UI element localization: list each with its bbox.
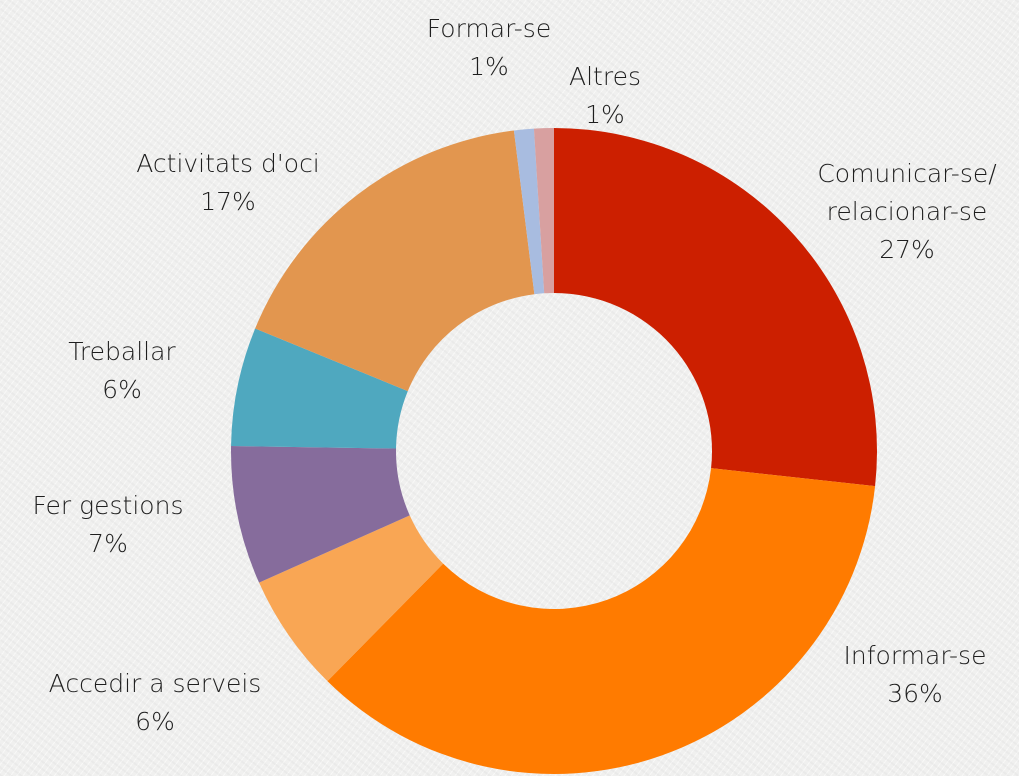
category-label: Formar-se: [426, 14, 552, 43]
value-label: 36%: [887, 679, 943, 708]
slice-label: Treballar 6%: [68, 333, 175, 409]
slice-label: Comunicar-se/ relacionar-se 27%: [817, 155, 996, 269]
category-label: Altres: [569, 62, 641, 91]
slice-label: Informar-se 36%: [844, 637, 987, 713]
category-label: Comunicar-se/ relacionar-se: [817, 159, 997, 226]
donut-slice: [327, 468, 876, 774]
donut-slice: [259, 515, 444, 682]
donut-slice: [231, 328, 408, 449]
donut-slice: [533, 128, 554, 294]
value-label: 27%: [879, 235, 935, 264]
slice-label: Fer gestions 7%: [33, 487, 184, 563]
donut-slice: [255, 130, 535, 392]
value-label: 1%: [469, 52, 509, 81]
value-label: 1%: [585, 100, 625, 129]
category-label: Informar-se: [843, 641, 987, 670]
slice-label: Accedir a serveis 6%: [49, 665, 262, 741]
category-label: Accedir a serveis: [48, 669, 262, 698]
donut-slice: [554, 128, 877, 487]
donut-slice: [513, 128, 545, 295]
value-label: 6%: [135, 707, 175, 736]
value-label: 17%: [200, 187, 256, 216]
value-label: 7%: [88, 529, 128, 558]
category-label: Fer gestions: [32, 491, 184, 520]
slice-label: Altres 1%: [569, 58, 641, 134]
value-label: 6%: [102, 375, 142, 404]
donut-slice: [230, 445, 410, 583]
slice-label: Formar-se 1%: [427, 10, 551, 86]
category-label: Treballar: [68, 337, 176, 366]
category-label: Activitats d'oci: [136, 149, 320, 178]
slice-label: Activitats d'oci 17%: [136, 145, 320, 221]
